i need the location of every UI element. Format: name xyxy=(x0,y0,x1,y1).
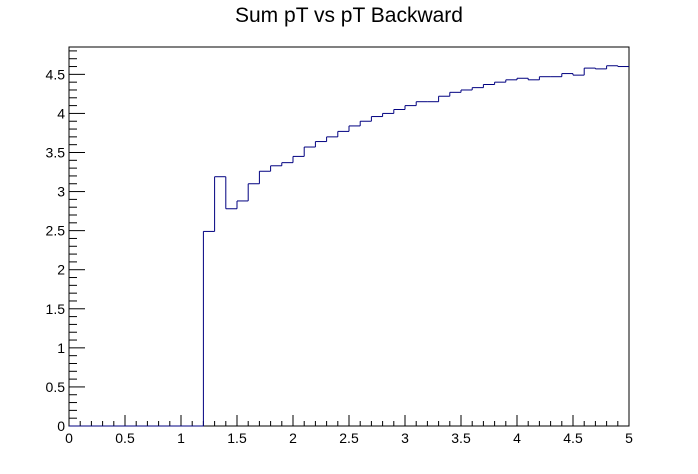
plot-frame xyxy=(68,46,630,427)
y-tick-label: 2.5 xyxy=(46,223,66,239)
y-tick-label: 4.5 xyxy=(46,66,66,82)
x-axis-ticks xyxy=(68,415,630,426)
y-tick-label: 2 xyxy=(57,262,65,278)
x-tick-label: 0 xyxy=(65,430,73,446)
x-tick-label: 0.5 xyxy=(115,430,135,446)
y-tick-label: 1 xyxy=(57,340,65,356)
y-tick-label: 0.5 xyxy=(46,379,66,395)
x-tick-label: 2.5 xyxy=(339,430,359,446)
y-tick-label: 0 xyxy=(57,418,65,434)
y-axis-tick-labels: 0 0.5 1 1.5 2 2.5 3 3.5 4 4.5 xyxy=(46,66,66,434)
histogram-bins xyxy=(69,65,629,427)
x-axis-tick-labels: 0 0.5 1 1.5 2 2.5 3 3.5 4 4.5 5 xyxy=(65,430,633,446)
y-tick-label: 3.5 xyxy=(46,144,66,160)
y-tick-label: 1.5 xyxy=(46,301,66,317)
x-tick-label: 3.5 xyxy=(451,430,471,446)
y-tick-label: 4 xyxy=(57,105,65,121)
x-tick-label: 2 xyxy=(289,430,297,446)
y-tick-label: 3 xyxy=(57,184,65,200)
y-axis-ticks xyxy=(69,50,85,427)
x-tick-label: 5 xyxy=(625,430,633,446)
x-tick-label: 4 xyxy=(513,430,521,446)
x-tick-label: 1.5 xyxy=(227,430,247,446)
x-tick-label: 1 xyxy=(177,430,185,446)
x-tick-label: 3 xyxy=(401,430,409,446)
chart-title: Sum pT vs pT Backward xyxy=(235,4,463,27)
x-tick-label: 4.5 xyxy=(563,430,583,446)
